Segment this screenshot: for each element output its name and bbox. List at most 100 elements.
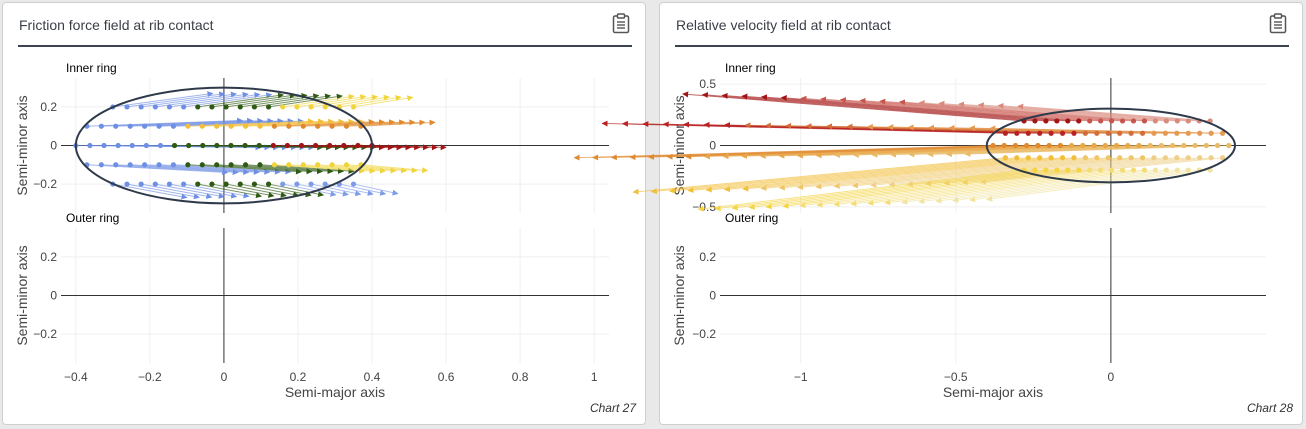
vector-arrow	[183, 183, 250, 199]
vector-arrow	[126, 183, 200, 200]
contact-point	[1130, 118, 1137, 124]
contact-point	[1163, 118, 1169, 124]
contact-point	[1147, 142, 1153, 149]
vector-arrow	[372, 144, 447, 151]
chart-title: Relative velocity field at rib contact	[676, 17, 891, 33]
contact-point	[1105, 130, 1111, 136]
contact-point	[329, 162, 335, 168]
vector-arrow	[231, 164, 334, 175]
contact-point	[170, 162, 177, 168]
contact-point	[280, 104, 286, 110]
subplot-label: Outer ring	[725, 211, 778, 225]
contact-point	[1098, 167, 1104, 173]
contact-point	[1068, 142, 1075, 149]
vector-arrow	[130, 117, 274, 127]
vector-arrow	[245, 118, 355, 127]
y-tick-label: 0.2	[699, 250, 716, 264]
vector-arrow	[130, 164, 260, 175]
contact-point	[1071, 130, 1077, 136]
contact-point	[223, 104, 229, 110]
vector-arrow	[705, 157, 1052, 193]
vector-arrow	[765, 169, 1068, 210]
contact-point	[171, 142, 178, 149]
contact-point	[355, 142, 361, 149]
vector-arrow	[952, 169, 1189, 203]
contact-point	[1174, 130, 1180, 136]
vector-arrow	[833, 157, 1132, 189]
contact-point	[242, 123, 249, 129]
vector-arrow	[141, 91, 237, 108]
y-axis-title: Semi-minor axis	[671, 95, 687, 195]
contact-point	[1208, 155, 1214, 161]
contact-point	[1037, 155, 1043, 161]
x-tick-label: −0.2	[138, 370, 162, 384]
contact-point	[1226, 142, 1232, 149]
contact-point	[152, 104, 158, 110]
contact-point	[1185, 167, 1191, 173]
vector-arrow	[310, 183, 362, 197]
x-tick-label: 0	[221, 370, 228, 384]
contact-point	[1048, 130, 1054, 136]
clipboard-icon[interactable]	[612, 13, 630, 34]
vector-arrow	[159, 118, 294, 127]
x-axis-title: Semi-major axis	[943, 384, 1043, 400]
contact-point	[1087, 118, 1093, 124]
vector-arrow	[815, 157, 1120, 190]
contact-point	[257, 123, 263, 129]
contact-point	[256, 142, 262, 149]
vector-arrow	[346, 164, 418, 174]
contact-point	[1094, 155, 1100, 161]
vector-arrow	[918, 169, 1167, 205]
vector-arrow	[112, 183, 188, 200]
y-tick-label: −0.2	[692, 327, 716, 341]
contact-point	[1032, 167, 1038, 173]
contact-point	[298, 142, 305, 149]
contact-point	[242, 162, 249, 168]
contact-point	[1174, 118, 1180, 124]
y-axis-title: Semi-minor axis	[14, 95, 30, 195]
contact-point	[214, 123, 220, 129]
contact-point	[214, 142, 220, 149]
contact-point	[280, 181, 286, 187]
x-axis-title: Semi-major axis	[285, 384, 385, 400]
contact-point	[313, 142, 319, 149]
vector-arrow	[820, 96, 1101, 122]
vector-arrow	[851, 157, 1143, 189]
vector-arrow	[173, 164, 292, 175]
contact-point	[127, 162, 133, 168]
contact-point	[1087, 167, 1093, 173]
vector-arrow	[187, 118, 314, 127]
contact-point	[308, 181, 314, 187]
contact-point	[1012, 142, 1019, 149]
contact-point	[1203, 142, 1209, 149]
contact-point	[185, 162, 191, 168]
vector-arrow	[254, 183, 312, 198]
vector-arrow	[969, 169, 1200, 203]
contact-point	[308, 104, 314, 110]
contact-point	[265, 104, 272, 110]
contact-point	[156, 162, 162, 168]
contact-point	[1130, 167, 1137, 173]
contact-point	[195, 104, 201, 110]
contact-point	[990, 142, 996, 149]
vector-arrow	[816, 169, 1101, 208]
y-axis-title: Semi-minor axis	[671, 245, 687, 345]
contact-point	[237, 104, 243, 110]
y-tick-label: 0	[709, 289, 716, 303]
contact-point	[1059, 130, 1066, 136]
contact-point	[143, 142, 149, 149]
vector-arrow	[731, 169, 1046, 211]
contact-point	[166, 104, 173, 110]
vector-arrow	[997, 102, 1200, 122]
vector-arrow	[353, 183, 399, 196]
contact-point	[1065, 167, 1071, 173]
contact-point	[1109, 118, 1115, 124]
contact-point	[1197, 155, 1203, 161]
contact-point	[1113, 142, 1120, 149]
contact-point	[251, 181, 258, 187]
relative-velocity-chart: −0.5 0 0.5 Semi-minor axis Inner ring −0.2 0 0.…	[573, 61, 1266, 400]
contact-point	[1185, 118, 1191, 124]
vector-arrow	[197, 183, 262, 199]
x-tick-label: 0.4	[364, 370, 381, 384]
clipboard-icon[interactable]	[1269, 13, 1287, 34]
